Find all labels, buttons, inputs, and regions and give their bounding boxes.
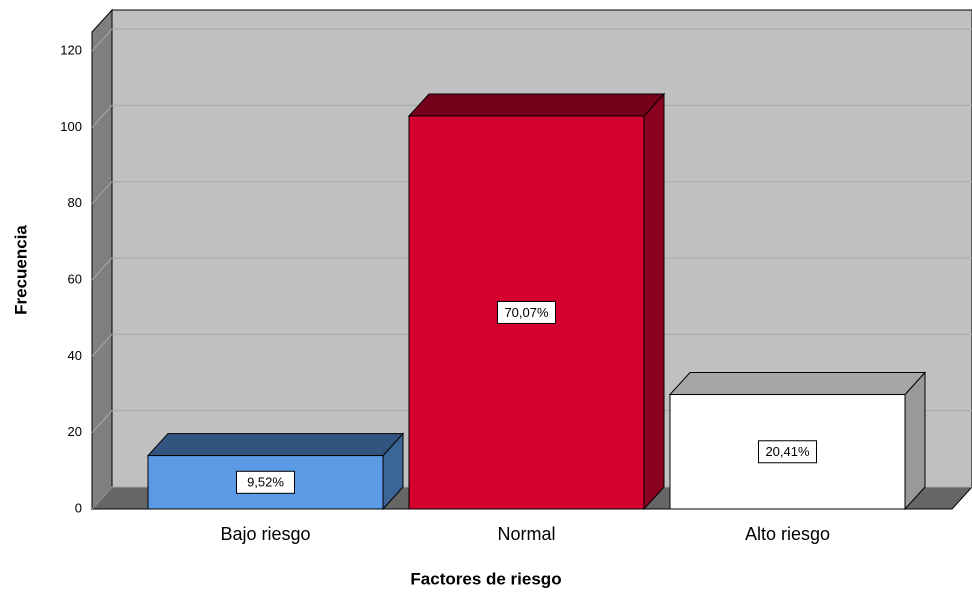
grid-line — [91, 257, 972, 281]
grid-line — [91, 104, 972, 128]
value-label: 9,52% — [247, 475, 284, 490]
bar-top — [407, 93, 666, 117]
bar-side — [643, 92, 665, 511]
grid-line — [91, 28, 972, 52]
value-label-box — [236, 470, 295, 494]
x-axis-label: Factores de riesgo — [410, 569, 561, 588]
x-tick-label: Alto riesgo — [745, 524, 830, 544]
x-tick-label: Bajo riesgo — [220, 524, 310, 544]
y-tick-label: 20 — [68, 424, 82, 439]
y-tick-label: 60 — [68, 271, 82, 286]
left-wall — [91, 8, 113, 511]
y-tick-label: 0 — [75, 500, 82, 515]
value-label-box — [758, 440, 817, 464]
value-label-box — [497, 300, 556, 324]
y-tick-label: 40 — [68, 348, 82, 363]
x-tick-label: Normal — [497, 524, 555, 544]
bar-top — [146, 433, 405, 457]
y-tick-label: 100 — [60, 119, 82, 134]
y-tick-label: 120 — [60, 43, 82, 58]
bar-side — [904, 371, 926, 511]
bars: 9,52% 70,07% 20,41% — [146, 92, 927, 511]
value-label: 20,41% — [765, 444, 810, 459]
grid-line — [91, 333, 972, 357]
value-label: 70,07% — [504, 305, 549, 320]
y-axis-label: Frecuencia — [11, 225, 30, 315]
bar-top — [668, 372, 927, 396]
y-tick-label: 80 — [68, 195, 82, 210]
grid-line — [91, 181, 972, 205]
